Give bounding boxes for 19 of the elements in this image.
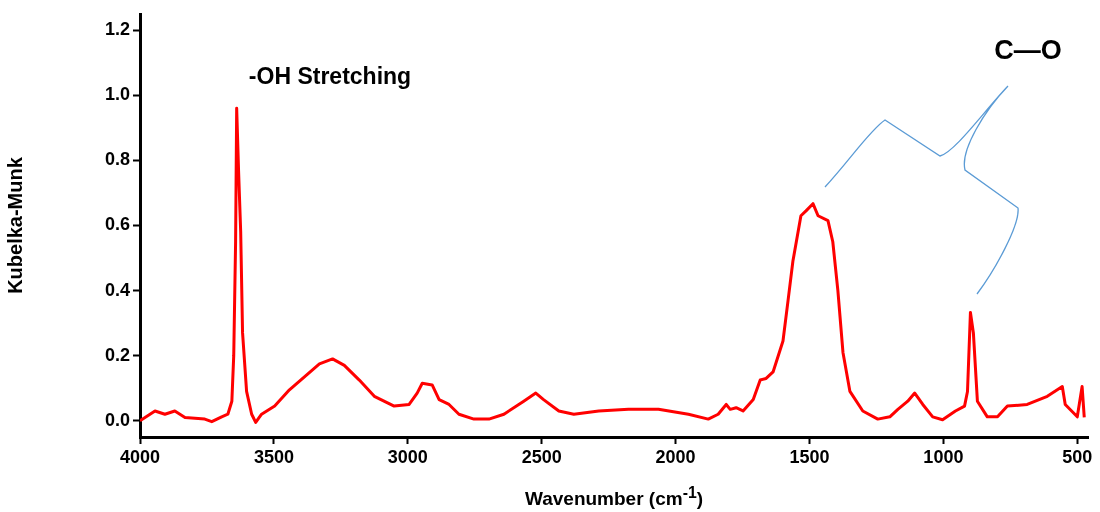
y-tick-label: 1.2 <box>104 19 130 40</box>
y-tick-label: 0.8 <box>104 149 130 170</box>
y-tick-label: 0.2 <box>104 344 130 365</box>
y-tick-label: 0.0 <box>104 409 130 430</box>
x-tick-label: 2000 <box>655 446 696 467</box>
y-axis-title: Kubelka-Munk <box>3 156 26 294</box>
annotation: C—O <box>994 35 1062 66</box>
annotation: -OH Stretching <box>248 63 412 90</box>
x-tick-label: 3500 <box>253 446 294 467</box>
y-tick-label: 0.6 <box>104 214 130 235</box>
x-tick-label: 2500 <box>521 446 562 467</box>
x-tick-label: 4000 <box>119 446 161 467</box>
x-tick-label: 500 <box>1062 446 1093 467</box>
x-tick-label: 1000 <box>923 446 964 467</box>
x-axis-title: Wavenumber (cm$^{-1}$) <box>523 484 705 511</box>
x-tick-label: 1500 <box>789 446 830 467</box>
x-tick-label: 3000 <box>387 446 428 467</box>
y-tick-label: 0.4 <box>104 279 130 300</box>
y-tick-label: 1.0 <box>104 84 130 105</box>
